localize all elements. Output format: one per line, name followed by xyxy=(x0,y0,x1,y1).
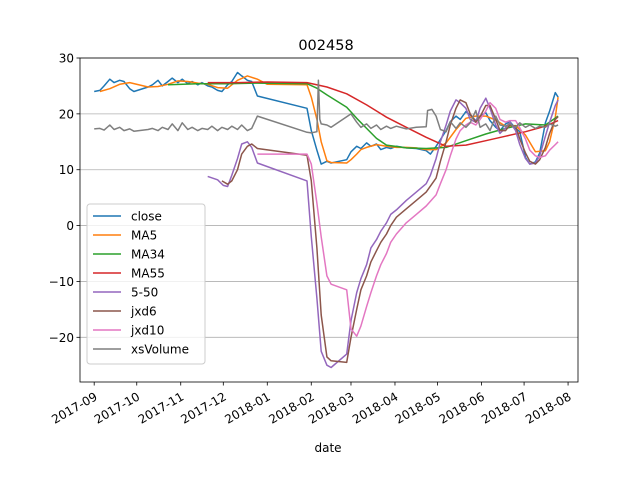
legend-label: jxd6 xyxy=(130,305,157,319)
series-line-5-50 xyxy=(207,97,559,369)
legend-label: MA5 xyxy=(131,229,157,243)
y-tick-label: 30 xyxy=(59,52,74,66)
chart-title: 002458 xyxy=(298,38,353,54)
plot-frame xyxy=(79,57,579,383)
y-tick-label: 10 xyxy=(59,163,74,177)
series-line-xsVolume xyxy=(94,79,559,134)
y-axis-ticks: −20 −10 0 10 20 30 xyxy=(49,52,80,345)
legend-label: jxd10 xyxy=(130,324,164,338)
series-line-jxd10 xyxy=(257,101,559,337)
y-tick-label: 0 xyxy=(66,219,74,233)
y-tick-label: −10 xyxy=(49,275,74,289)
series-line-close xyxy=(94,71,559,165)
series-lines xyxy=(94,71,559,369)
x-axis-label: date xyxy=(314,441,341,455)
legend-label: MA55 xyxy=(131,267,165,281)
series-line-jxd6 xyxy=(221,99,559,364)
y-tick-label: 20 xyxy=(59,107,74,121)
y-tick-label: −20 xyxy=(49,331,74,345)
legend-label: xsVolume xyxy=(131,343,189,357)
legend-label: close xyxy=(131,210,162,224)
legend-box xyxy=(86,203,206,365)
series-line-MA55 xyxy=(207,81,559,148)
legend: close MA5 MA34 MA55 5-50 jxd6 jxd10 xsVolume xyxy=(86,203,206,365)
legend-label: MA34 xyxy=(131,248,165,262)
legend-label: 5-50 xyxy=(131,286,158,300)
